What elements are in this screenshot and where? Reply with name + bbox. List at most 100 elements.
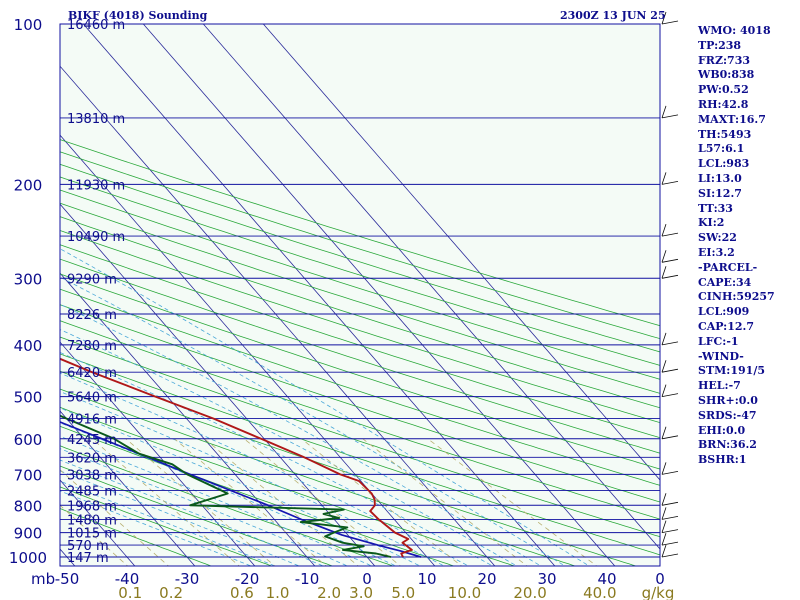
index-item: -WIND- [698,349,744,363]
moist-adiabat-line [60,303,542,566]
dry-adiabat-line [60,244,660,439]
dry-adiabat-line [60,139,660,327]
wind-barb [661,20,679,25]
wind-barb [661,274,679,279]
wind-barb [661,172,667,185]
index-item: TH:5493 [698,127,752,141]
moist-adiabat-line [60,372,470,566]
wind-barb [661,529,679,533]
height-label: 4916 m [67,413,117,428]
dry-adiabat-line [60,388,577,566]
temperature-axis: -50 -40 -30 -20 -10 0 10 20 30 40 0 [55,570,665,588]
wind-barb [661,544,667,558]
isotherm-line [142,24,616,566]
index-item: L57:6.1 [698,142,745,156]
valid-time: 2300Z 13 JUN 25 [560,9,666,22]
isotherm-line [60,410,196,566]
height-label: 1968 m [67,499,117,514]
index-item: HEL:-7 [698,379,741,393]
height-label: 9290 m [67,272,117,287]
height-label: 3620 m [67,451,117,466]
wind-barb [661,501,679,506]
wind-barb [661,181,679,185]
height-label: 13810 m [67,112,125,127]
mixing-ratio-line [60,469,170,566]
mixing-ratio-lines [60,438,598,566]
dry-adiabat-line [60,258,660,454]
index-item: BSHR:1 [698,453,747,467]
wind-barb [661,384,667,397]
index-item: CINH:59257 [698,290,775,304]
temperature-tick-label: 0 [362,570,372,588]
dry-adiabat-line [60,370,638,566]
height-label: 8226 m [67,308,117,323]
mixing-ratio-label: 0.6 [230,584,254,600]
temperature-tick-label: 20 [477,570,496,588]
wind-barb [661,223,667,237]
dry-adiabat-line [60,163,660,353]
wind-barb [661,493,667,506]
mixing-ratio-label: 5.0 [391,584,415,600]
moist-adiabat-line [60,352,494,566]
plot-frame [59,23,661,567]
pressure-tick-label: 200 [14,176,43,194]
height-labels: 16460 m 13810 m 11930 m 10490 m 9290 m 8226 m… [67,18,125,566]
mixing-ratio-line [427,438,598,566]
wind-barb [661,553,679,558]
height-label: 2485 m [67,484,117,499]
wind-barb [661,462,667,475]
isotherm-line [0,24,17,568]
wind-barbs [661,11,679,558]
index-item: EHI:0.0 [698,423,746,437]
index-item: TP:238 [698,38,742,52]
dry-adiabat-line [60,288,660,486]
temperature-tick-label: -10 [295,570,320,588]
index-item: LFC:-1 [698,334,739,348]
mixing-ratio-label: 40.0 [583,584,616,600]
wind-barb [661,341,679,346]
height-label: 5640 m [67,391,117,406]
index-item: WB0:838 [698,68,755,82]
wind-barb [661,232,679,237]
index-item: PW:0.52 [698,83,749,97]
dry-adiabat-line [60,406,516,566]
pressure-tick-label: 800 [14,497,43,515]
wind-barb [661,332,667,346]
temperature-tick-label: 30 [537,570,556,588]
mixing-ratio-line [362,438,528,566]
index-item: STM:191/5 [698,364,765,378]
temperature-tick-label: 40 [597,570,616,588]
mixing-ratio-labels: 0.1 0.2 0.6 1.0 2.0 3.0 5.0 10.0 20.0 40.0 g/kg [118,584,674,600]
dry-adiabat-line [60,230,660,424]
temperature-tick-label: -40 [115,570,140,588]
dry-adiabat-line [60,320,660,520]
isobars [60,24,660,558]
pressure-tick-label: 100 [14,16,43,34]
mixing-ratio-label: 0.2 [159,584,183,600]
wind-barb [661,520,667,533]
moist-adiabat-line [60,490,253,566]
chart-title: BIKF (4018) Sounding [68,9,208,22]
pressure-tick-label: 900 [14,525,43,543]
index-item: BRN:36.2 [698,438,757,452]
mixing-ratio-label: 0.1 [118,584,142,600]
index-item: LCL:909 [698,305,750,319]
height-label: 6420 m [67,366,117,381]
index-item: EI:3.2 [698,245,735,259]
index-item: TT:33 [698,201,733,215]
pressure-unit-label: mb [31,570,55,588]
mixing-ratio-line [60,504,129,566]
dry-adiabat-line [60,176,660,366]
mixing-ratio-label: 3.0 [349,584,373,600]
temperature-trace [60,357,413,558]
index-item: CAP:12.7 [698,319,755,333]
wind-barb [661,368,679,373]
wind-barb [661,360,667,373]
dry-adiabat-line [60,486,273,566]
pressure-tick-label: 300 [14,270,43,288]
temperature-tick-label: 10 [417,570,436,588]
temperature-tick-label: -50 [55,570,80,588]
wind-barb [661,266,667,279]
moist-adiabat-line [60,276,566,566]
dry-adiabat-line [60,202,660,394]
